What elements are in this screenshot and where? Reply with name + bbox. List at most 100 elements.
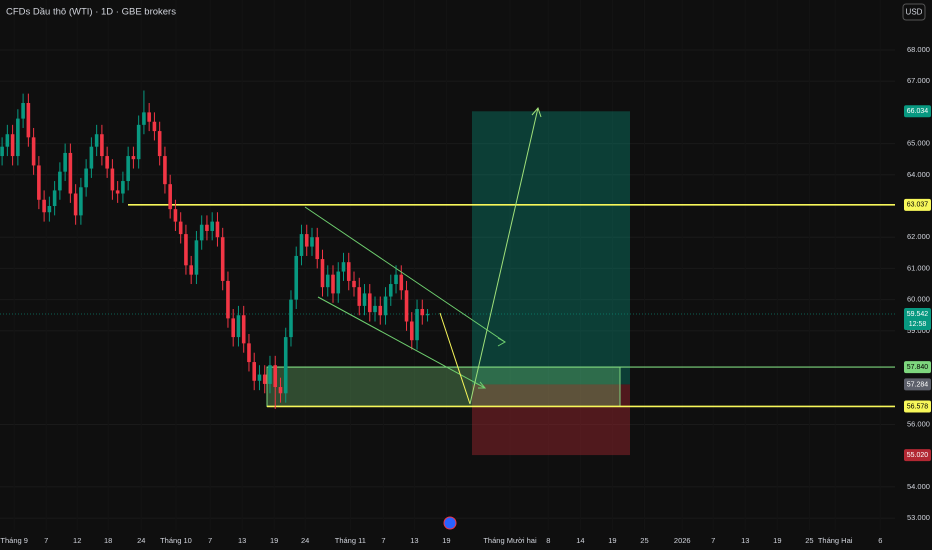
x-tick-label: 19 xyxy=(270,536,278,545)
x-tick-label: 6 xyxy=(878,536,882,545)
candle-body xyxy=(199,224,204,241)
price-tag xyxy=(904,198,931,211)
candle-body xyxy=(126,156,130,182)
profit-zone xyxy=(472,111,630,385)
candle-body xyxy=(278,387,283,394)
candle-body xyxy=(16,118,20,157)
support-zone xyxy=(266,366,621,407)
candle-body xyxy=(257,374,262,381)
candle-body xyxy=(105,156,109,169)
yellow-arrow xyxy=(439,312,471,405)
candle-body xyxy=(247,343,251,363)
candle-body xyxy=(310,237,314,247)
candle-body xyxy=(325,274,330,288)
candle-body xyxy=(409,321,414,341)
candle-body xyxy=(10,134,15,157)
price-tag-label: 59.542 xyxy=(907,311,929,318)
labels-layer: 68.000 67.000 65.000 64.000 62.000 61.000 60.0… xyxy=(0,45,931,545)
x-tick-label: 13 xyxy=(741,536,749,545)
candle-body xyxy=(89,146,94,169)
y-tick-label: 60.000 xyxy=(907,295,930,304)
x-tick-label: 14 xyxy=(576,536,584,545)
y-tick-label: 53.000 xyxy=(907,513,930,522)
candle-body xyxy=(173,209,178,222)
x-tick-label: Tháng Mười hai xyxy=(483,536,537,545)
x-tick-label: 24 xyxy=(137,536,145,545)
x-tick-label: 13 xyxy=(410,536,418,545)
candles-layer xyxy=(0,90,430,409)
candle-body xyxy=(168,184,172,210)
x-tick-label: 19 xyxy=(608,536,616,545)
x-tick-label: 2026 xyxy=(674,536,691,545)
candle-body xyxy=(352,280,356,288)
price-tag-label: 57.284 xyxy=(907,381,929,388)
x-tick-label: 7 xyxy=(44,536,48,545)
candle-body xyxy=(205,224,209,231)
price-tag-label: 66.034 xyxy=(907,108,929,115)
price-tag xyxy=(904,361,931,374)
x-tick-label: 19 xyxy=(442,536,450,545)
candle-body xyxy=(346,262,351,281)
y-tick-label: 67.000 xyxy=(907,76,930,85)
candle-body xyxy=(378,305,383,316)
candle-body xyxy=(362,293,367,306)
candle-body xyxy=(399,274,404,291)
candle-body xyxy=(63,152,67,172)
x-tick-label: Tháng 9 xyxy=(0,536,28,545)
candle-body xyxy=(131,156,136,160)
candle-body xyxy=(373,305,377,313)
grid-layer xyxy=(0,49,895,519)
candle-body xyxy=(37,165,41,200)
arrow-head xyxy=(531,107,542,118)
price-tag xyxy=(904,105,931,118)
candle-body xyxy=(26,103,31,138)
candle-body xyxy=(152,121,157,132)
candle-body xyxy=(210,221,214,231)
candle-body xyxy=(289,299,293,338)
event-icon[interactable] xyxy=(443,516,457,530)
loss-zone xyxy=(472,384,630,456)
y-tick-label: 59.000 xyxy=(907,326,930,335)
candle-body xyxy=(304,234,309,247)
candle-body xyxy=(220,237,225,281)
candle-body xyxy=(84,168,88,188)
x-tick-label: 25 xyxy=(640,536,648,545)
price-tag xyxy=(904,449,931,462)
currency[interactable]: USD xyxy=(906,8,923,17)
candle-body xyxy=(268,365,272,384)
x-tick-label: 24 xyxy=(301,536,309,545)
price-tag xyxy=(904,378,931,391)
y-tick-label: 65.000 xyxy=(907,139,930,148)
candle-body xyxy=(294,255,299,300)
price-tag-label: 55.020 xyxy=(907,452,929,459)
y-tick-label: 68.000 xyxy=(907,45,930,54)
candle-body xyxy=(236,315,241,338)
x-tick-label: 7 xyxy=(711,536,715,545)
price-tag-label: 57.840 xyxy=(907,364,929,371)
candle-body xyxy=(273,365,278,388)
x-tick-label: 19 xyxy=(773,536,781,545)
candle-body xyxy=(100,134,104,157)
candle-body xyxy=(331,274,335,294)
candle-body xyxy=(320,259,325,288)
candle-body xyxy=(142,112,146,125)
x-tick-label: 12 xyxy=(73,536,81,545)
candle-body xyxy=(121,181,125,194)
candle-body xyxy=(68,152,73,194)
candle-body xyxy=(226,280,230,319)
candle-body xyxy=(231,318,236,338)
x-tick-label: Tháng 10 xyxy=(160,536,192,545)
candle-body xyxy=(178,221,183,235)
arrow-head xyxy=(497,337,507,347)
candle-body xyxy=(21,103,25,119)
candle-body xyxy=(262,374,267,384)
price-tag xyxy=(904,307,931,330)
candle-body xyxy=(115,190,120,194)
candle-body xyxy=(157,131,162,157)
x-tick-label: Tháng 11 xyxy=(335,536,366,545)
chart-title: CFDs Dầu thô (WTI) · 1D · GBE brokers xyxy=(6,7,176,18)
price-tag-label: 63.037 xyxy=(907,202,929,209)
y-tick-label: 62.000 xyxy=(907,232,930,241)
y-tick-label: 54.000 xyxy=(907,482,930,491)
currency-button[interactable] xyxy=(902,3,926,21)
